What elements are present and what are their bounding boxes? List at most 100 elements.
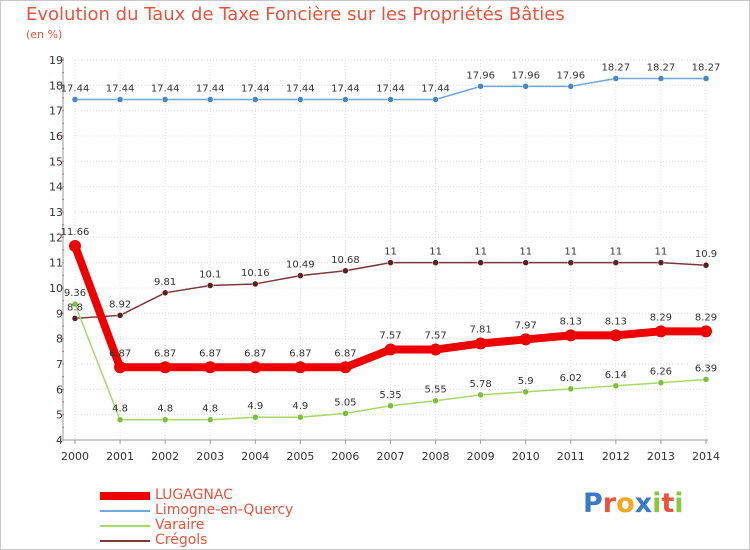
data-label-varaire: 5.78 (470, 379, 492, 390)
legend-label: Varaire (155, 517, 205, 533)
data-point-lugagnac (384, 343, 397, 356)
series-line-cr-gols (74, 261, 707, 320)
y-tick-label: 19 (49, 54, 63, 67)
data-point-lugagnac (519, 333, 532, 346)
data-label-varaire: 4.9 (247, 401, 263, 412)
data-label-limogne-en-quercy: 17.44 (196, 84, 225, 95)
data-label-cr-gols: 11 (429, 247, 442, 258)
data-point-cr-gols (702, 261, 710, 269)
data-point-lugagnac (474, 337, 487, 350)
logo-letter: i (674, 488, 684, 519)
y-tick-label: 12 (49, 231, 63, 244)
data-label-lugagnac: 7.97 (515, 320, 537, 331)
data-label-lugagnac: 7.81 (470, 324, 492, 335)
data-label-limogne-en-quercy: 17.44 (106, 84, 135, 95)
data-label-limogne-en-quercy: 18.27 (602, 62, 631, 73)
data-point-varaire (387, 402, 394, 410)
y-tick-label: 17 (49, 105, 63, 118)
legend-label: LUGAGNAC (155, 487, 233, 503)
data-label-varaire: 9.36 (64, 288, 86, 299)
data-point-varaire (116, 416, 124, 423)
data-point-limogne-en-quercy (432, 96, 439, 103)
data-point-lugagnac (654, 325, 667, 338)
data-point-cr-gols (252, 280, 259, 288)
data-label-cr-gols: 9.81 (154, 277, 176, 288)
chart-title: Evolution du Taux de Taxe Foncière sur l… (26, 4, 565, 25)
data-label-cr-gols: 8.92 (109, 299, 131, 310)
axes: 4 5 6 7 8 9 10 11 12 13 14 15 16 17 18 19 2000 2001 2002 20… (49, 54, 720, 463)
data-point-cr-gols (116, 312, 124, 319)
data-label-lugagnac: 6.87 (154, 348, 176, 359)
data-point-cr-gols (477, 259, 484, 266)
data-label-limogne-en-quercy: 18.27 (692, 62, 721, 73)
data-point-limogne-en-quercy (116, 96, 124, 103)
data-point-lugagnac (249, 361, 262, 374)
data-label-varaire: 4.8 (112, 404, 128, 415)
data-label-lugagnac: 8.29 (695, 312, 717, 323)
data-label-lugagnac: 8.13 (605, 316, 627, 327)
data-label-lugagnac: 8.13 (560, 316, 582, 327)
data-label-varaire: 6.39 (695, 363, 717, 374)
data-point-cr-gols (432, 259, 439, 266)
logo-letter: r (602, 488, 617, 519)
data-point-cr-gols (71, 315, 79, 322)
data-label-limogne-en-quercy: 17.44 (151, 84, 180, 95)
data-point-varaire (252, 413, 259, 421)
data-point-lugagnac (339, 361, 352, 374)
data-point-lugagnac (114, 361, 127, 374)
data-point-varaire (522, 388, 529, 396)
data-point-limogne-en-quercy (612, 75, 620, 82)
data-label-limogne-en-quercy: 17.44 (331, 84, 360, 95)
data-point-limogne-en-quercy (297, 96, 304, 103)
x-tick-label: 2013 (647, 450, 675, 463)
data-point-cr-gols (342, 267, 349, 275)
data-point-cr-gols (612, 259, 620, 266)
data-point-lugagnac (294, 361, 307, 374)
data-point-limogne-en-quercy (522, 83, 529, 90)
data-label-varaire: 4.8 (202, 404, 218, 415)
data-point-varaire (342, 410, 349, 417)
x-tick-label: 2012 (602, 450, 630, 463)
data-label-limogne-en-quercy: 17.44 (241, 84, 270, 95)
data-point-limogne-en-quercy (702, 75, 710, 82)
data-point-limogne-en-quercy (161, 96, 169, 103)
data-point-lugagnac (700, 325, 712, 338)
data-point-cr-gols (297, 272, 304, 279)
data-label-limogne-en-quercy: 17.96 (466, 70, 495, 81)
data-point-lugagnac (69, 239, 81, 252)
data-label-varaire: 6.26 (650, 367, 672, 378)
data-point-varaire (477, 391, 484, 399)
data-point-lugagnac (564, 329, 577, 342)
x-tick-label: 2011 (557, 450, 585, 463)
data-label-limogne-en-quercy: 18.27 (647, 62, 676, 73)
data-label-varaire: 4.9 (292, 401, 308, 412)
legend-label: Limogne-en-Quercy (155, 502, 294, 518)
legend-swatch (100, 492, 150, 500)
data-point-lugagnac (159, 361, 172, 374)
data-label-lugagnac: 7.57 (424, 331, 446, 342)
data-label-lugagnac: 11.66 (61, 227, 90, 238)
data-point-lugagnac (609, 329, 622, 342)
data-label-cr-gols: 11 (564, 247, 577, 258)
data-label-varaire: 6.02 (560, 373, 582, 384)
data-point-lugagnac (204, 361, 217, 374)
x-tick-label: 2000 (61, 450, 89, 463)
data-point-limogne-en-quercy (387, 96, 394, 103)
data-label-varaire: 4.8 (157, 404, 173, 415)
logo-letter: t (661, 488, 675, 519)
legend-label: Crégols (155, 532, 208, 548)
data-label-limogne-en-quercy: 17.96 (556, 70, 585, 81)
y-tick-label: 16 (49, 130, 63, 143)
data-point-varaire (567, 385, 575, 393)
legend-swatch (100, 540, 150, 542)
x-tick-label: 2010 (512, 450, 540, 463)
data-label-varaire: 6.14 (605, 370, 627, 381)
y-tick-label: 6 (56, 383, 63, 396)
data-point-limogne-en-quercy (71, 96, 79, 103)
y-tick-label: 13 (49, 206, 63, 219)
data-label-varaire: 5.9 (518, 376, 534, 387)
y-tick-label: 10 (49, 282, 63, 295)
data-point-limogne-en-quercy (567, 83, 575, 90)
series-group (69, 75, 712, 423)
data-label-cr-gols: 11 (519, 247, 532, 258)
